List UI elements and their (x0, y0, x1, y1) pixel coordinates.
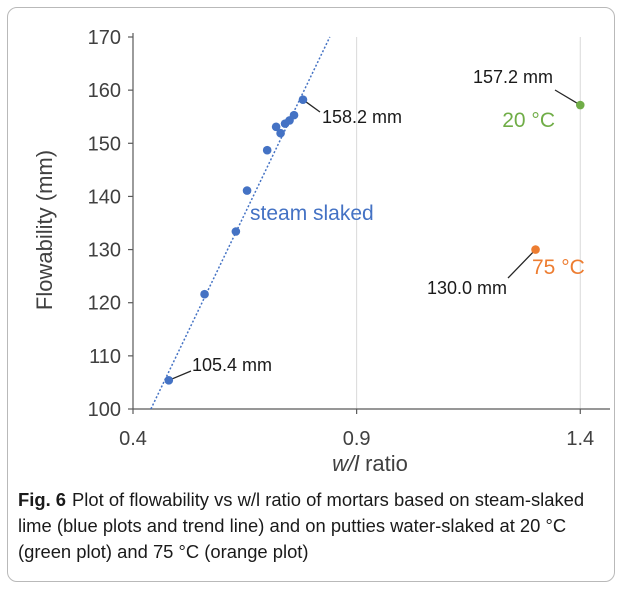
chart-labels: 100 110 120 130 140 150 160 170 0.4 0.9 1.4 steam s… (88, 27, 595, 450)
data-label: 158.2 mm (322, 107, 402, 127)
data-label: 105.4 mm (192, 355, 272, 375)
y-tick-label: 130 (88, 240, 121, 262)
annotation-leader (507, 249, 537, 279)
trend-line (150, 36, 331, 410)
x-tick-label: 0.4 (119, 428, 147, 450)
data-point (271, 122, 281, 132)
series-label: 20 °C (502, 109, 555, 132)
annotation-leader (554, 89, 581, 106)
data-point (262, 145, 272, 155)
annotation-leaders (168, 89, 581, 381)
x-axis-label-rest: ratio (359, 451, 408, 476)
y-tick-label: 160 (88, 80, 121, 102)
data-point (231, 227, 241, 236)
series-label: steam slaked (250, 202, 374, 225)
data-point (200, 289, 209, 299)
caption-text: Plot of flowability vs w/l ratio of mort… (18, 489, 585, 562)
data-point (276, 128, 285, 138)
trend-lines (150, 36, 331, 410)
x-axis-label: w/l ratio (332, 451, 408, 476)
y-axis-label: Flowability (mm) (32, 150, 57, 310)
figure-caption: Fig. 6 Plot of flowability vs w/l ratio o… (18, 487, 608, 565)
y-tick-label: 140 (88, 186, 121, 208)
axes (128, 33, 610, 414)
data-point (531, 245, 540, 254)
figure-frame (7, 7, 615, 582)
series-label: 75 °C (532, 256, 585, 279)
figure-label: Fig. 6 (18, 489, 67, 510)
data-label: 157.2 mm (473, 67, 553, 87)
y-tick-label: 120 (88, 293, 121, 315)
data-point (242, 186, 252, 195)
data-points (164, 95, 585, 385)
x-axis-label-var: w/l (332, 451, 360, 476)
data-point (164, 376, 174, 385)
y-tick-label: 170 (88, 27, 121, 49)
data-point (575, 100, 585, 110)
flowability-chart: 100 110 120 130 140 150 160 170 0.4 0.9 1.4 steam s… (32, 27, 610, 476)
data-label: 130.0 mm (427, 278, 507, 298)
x-tick-label: 1.4 (566, 428, 594, 450)
y-tick-label: 150 (88, 133, 121, 155)
y-tick-label: 100 (88, 399, 121, 421)
y-tick-label: 110 (89, 346, 121, 368)
data-point (298, 95, 308, 105)
gridlines (356, 37, 581, 409)
data-point (289, 110, 299, 120)
x-tick-label: 0.9 (343, 428, 371, 450)
